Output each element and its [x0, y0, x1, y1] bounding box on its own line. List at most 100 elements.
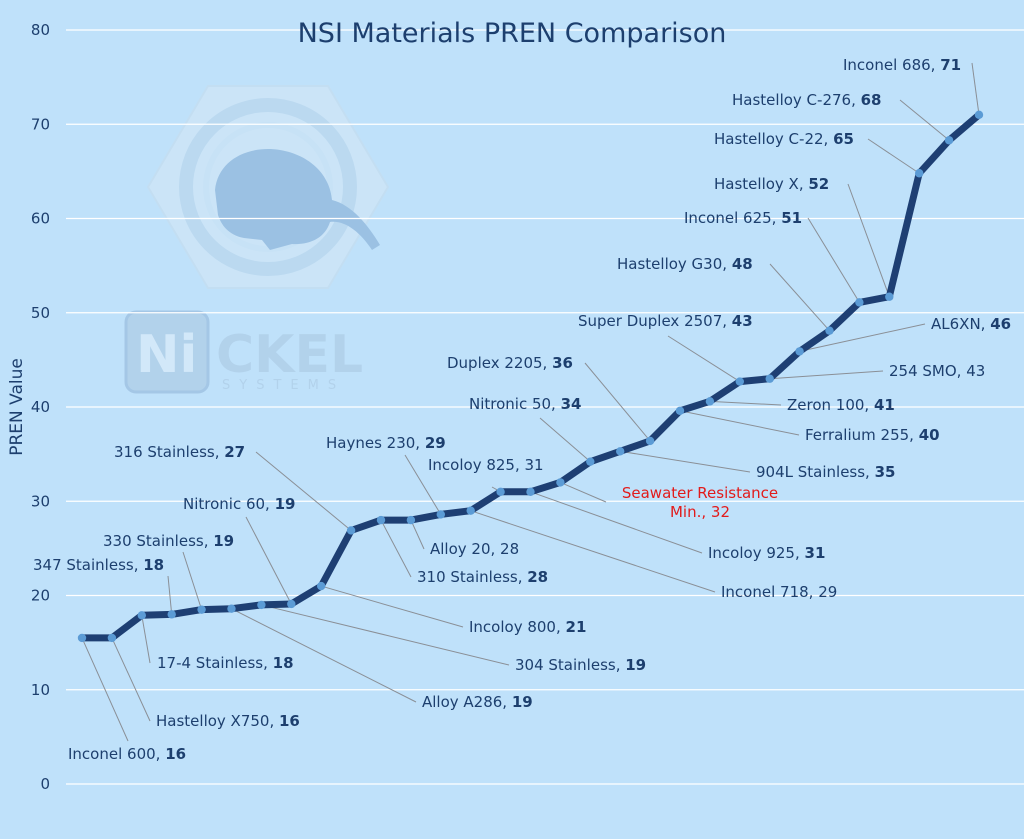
data-label: Nitronic 60, 19 [183, 495, 295, 513]
chart-title: NSI Materials PREN Comparison [298, 18, 727, 49]
data-label: 254 SMO, 43 [889, 362, 985, 380]
logo-ni-text: Ni [136, 325, 197, 385]
y-axis-ticks: 0 10 20 30 40 50 60 70 80 [31, 21, 50, 793]
data-label-name: 310 Stainless, [417, 568, 527, 586]
data-label: Hastelloy G30, 48 [617, 255, 753, 273]
leader-line [231, 608, 417, 703]
data-label-name: Inconel 625, [684, 209, 781, 227]
y-tick-label: 40 [31, 398, 50, 416]
leader-line [321, 585, 464, 628]
data-label-value: 29 [425, 434, 446, 452]
leader-line [709, 400, 782, 406]
data-point [436, 510, 445, 519]
gridlines [66, 29, 1024, 785]
data-point [855, 298, 864, 307]
data-label-value: 40 [919, 426, 940, 444]
data-label-name: Incoloy 825, [428, 456, 525, 474]
data-point [974, 110, 984, 120]
data-label-name: 347 Stainless, [33, 556, 143, 574]
data-point [944, 136, 954, 145]
logo-ring [179, 98, 357, 276]
data-label-value: 21 [566, 618, 587, 636]
data-label-name: Nitronic 60, [183, 495, 275, 513]
leader-line [769, 263, 830, 331]
data-label-name: Duplex 2205, [447, 354, 552, 372]
leader-line [679, 410, 800, 436]
nickel-systems-logo-watermark: Ni CKEL SYSTEMS [124, 85, 390, 394]
data-label-name: 17-4 Stainless, [157, 654, 273, 672]
leader-line [560, 481, 607, 503]
data-label-name: Alloy 20, [430, 540, 500, 558]
data-label: 17-4 Stainless, 18 [157, 654, 294, 672]
leader-line [404, 454, 442, 515]
data-point [885, 292, 894, 301]
data-label-name: AL6XN, [931, 315, 990, 333]
data-point [137, 611, 146, 620]
data-label-name: 254 SMO, [889, 362, 966, 380]
data-label-value: 27 [224, 443, 245, 461]
y-tick-label: 60 [31, 210, 50, 228]
seawater-annotation-line1: Seawater Resistance [622, 484, 778, 502]
data-label-name: Incoloy 800, [469, 618, 566, 636]
data-label-value: 19 [512, 693, 533, 711]
data-label: Inconel 718, 29 [721, 583, 837, 601]
y-tick-label: 80 [31, 21, 50, 39]
data-label-value: 36 [552, 354, 573, 372]
data-label-value: 19 [213, 532, 234, 550]
logo-systems-text: SYSTEMS [222, 378, 345, 393]
leader-line [167, 575, 173, 615]
data-point [735, 377, 744, 386]
bison-icon [215, 149, 380, 250]
data-label-value: 48 [732, 255, 753, 273]
data-label: Hastelloy C-276, 68 [732, 91, 881, 109]
y-tick-label: 0 [40, 775, 50, 793]
data-label: Incoloy 925, 31 [708, 544, 825, 562]
data-point [406, 515, 416, 525]
data-label: Incoloy 825, 31 [428, 456, 544, 474]
leader-line [255, 451, 352, 531]
data-label-value: 35 [875, 463, 896, 481]
data-label-value: 31 [805, 544, 826, 562]
data-label-value: 29 [818, 583, 837, 601]
y-axis-label: PREN Value [7, 358, 27, 456]
data-label: 904L Stainless, 35 [756, 463, 895, 481]
leader-line [620, 450, 751, 473]
data-label-value: 18 [143, 556, 164, 574]
data-point [705, 397, 715, 406]
data-label-name: Inconel 718, [721, 583, 818, 601]
leader-line [182, 551, 203, 610]
data-label: 330 Stainless, 19 [103, 532, 234, 550]
leader-line [807, 217, 860, 303]
data-label: Nitronic 50, 34 [469, 395, 581, 413]
data-label-name: Incoloy 925, [708, 544, 805, 562]
data-label-name: 904L Stainless, [756, 463, 875, 481]
data-label: Super Duplex 2507, 43 [578, 312, 753, 330]
data-label: Hastelloy C-22, 65 [714, 130, 854, 148]
y-tick-label: 30 [31, 492, 50, 510]
data-label-value: 28 [527, 568, 548, 586]
data-label-name: Hastelloy G30, [617, 255, 732, 273]
data-point [915, 169, 924, 178]
data-point [107, 633, 117, 643]
data-label: Incoloy 800, 21 [469, 618, 586, 636]
data-label-value: 18 [273, 654, 294, 672]
data-label-value: 19 [275, 495, 296, 513]
leader-line [971, 62, 980, 115]
data-point [346, 526, 356, 535]
leader-line [141, 615, 151, 664]
leader-line [470, 510, 716, 593]
y-tick-label: 70 [31, 115, 50, 133]
data-point [586, 457, 595, 466]
data-label: 310 Stainless, 28 [417, 568, 548, 586]
data-point [466, 506, 475, 515]
data-point [496, 487, 505, 497]
data-label-name: Hastelloy C-276, [732, 91, 861, 109]
data-label: Hastelloy X, 52 [714, 175, 829, 193]
y-tick-label: 50 [31, 304, 50, 322]
data-point [257, 600, 266, 610]
data-label-name: Inconel 600, [68, 745, 165, 763]
data-label-value: 51 [781, 209, 802, 227]
data-label-value: 16 [165, 745, 186, 763]
